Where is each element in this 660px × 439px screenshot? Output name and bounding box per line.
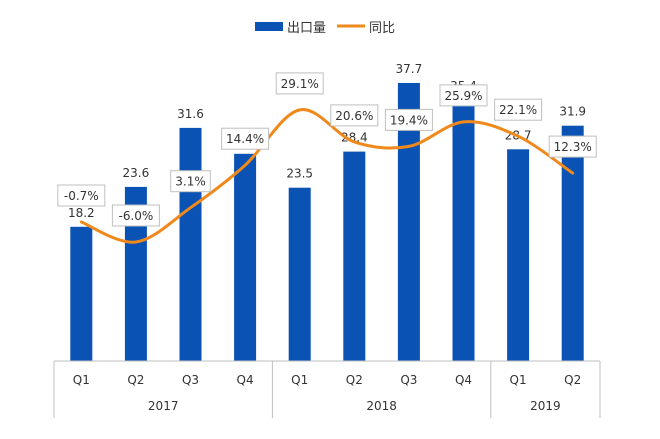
line-label-box-2: [170, 170, 211, 193]
line-label-box-9: [548, 135, 597, 158]
tick-label-6: Q3: [400, 373, 417, 387]
bar-0: [70, 226, 93, 361]
bar-label-1: 23.6: [123, 166, 150, 180]
bar-1: [124, 186, 147, 361]
bar-2: [179, 127, 202, 362]
tick-label-3: Q4: [237, 373, 254, 387]
bar-label-4: 23.5: [286, 167, 313, 181]
line-label-5: 20.6%: [335, 109, 373, 123]
line-label-9: 12.3%: [554, 140, 592, 154]
bar-3: [234, 153, 257, 361]
tick-label-0: Q1: [73, 373, 90, 387]
tick-label-5: Q2: [346, 373, 363, 387]
tick-label-1: Q2: [127, 373, 144, 387]
group-label-2017: 2017: [148, 399, 179, 413]
line-label-2: 3.1%: [175, 175, 206, 189]
line-label-box-0: [57, 184, 106, 207]
legend-line-label: 同比: [369, 21, 395, 36]
chart-legend: 出口量 同比: [255, 21, 395, 36]
bar-label-2: 31.6: [177, 107, 204, 121]
bar-label-6: 37.7: [396, 62, 423, 76]
group-label-2019: 2019: [530, 399, 561, 413]
bar-4: [288, 187, 311, 361]
tick-label-8: Q1: [510, 373, 527, 387]
yoy-line: [79, 108, 575, 244]
legend-bar-swatch: [255, 22, 283, 31]
line-label-box-1: [111, 204, 160, 227]
tick-label-7: Q4: [455, 373, 472, 387]
line-label-box-5: [330, 104, 379, 127]
bar-7: [452, 99, 475, 362]
tick-label-4: Q1: [291, 373, 308, 387]
bar-5: [343, 151, 366, 361]
line-label-6: 19.4%: [390, 113, 428, 127]
tick-label-9: Q2: [564, 373, 581, 387]
legend-bar-label: 出口量: [287, 21, 326, 36]
line-label-8: 22.1%: [499, 103, 537, 117]
line-label-7: 25.9%: [444, 89, 482, 103]
bar-label-0: 18.2: [68, 206, 95, 220]
line-label-box-4: [275, 72, 324, 95]
line-label-0: -0.7%: [64, 189, 99, 203]
bar-label-5: 28.4: [341, 131, 368, 145]
x-axis: Q1 Q2 Q3 Q4 Q1 Q2 Q3 Q4 Q1 Q2 2017 2018 2019: [53, 360, 601, 418]
tick-label-2: Q3: [182, 373, 199, 387]
line-label-box-6: [384, 108, 433, 131]
line-label-4: 29.1%: [281, 77, 319, 91]
line-series: -0.7% -6.0% 3.1% 14.4% 29.1% 20.6% 19.4% 25.9% 2…: [57, 72, 597, 244]
line-label-3: 14.4%: [226, 132, 264, 146]
bar-9: [561, 125, 584, 361]
line-label-box-7: [439, 84, 488, 107]
bar-label-9: 31.9: [559, 105, 586, 119]
line-label-1: -6.0%: [118, 209, 153, 223]
line-label-box-8: [494, 98, 543, 121]
group-label-2018: 2018: [366, 399, 397, 413]
bar-8: [507, 149, 530, 361]
line-label-box-3: [221, 127, 270, 150]
bar-6: [397, 83, 420, 361]
